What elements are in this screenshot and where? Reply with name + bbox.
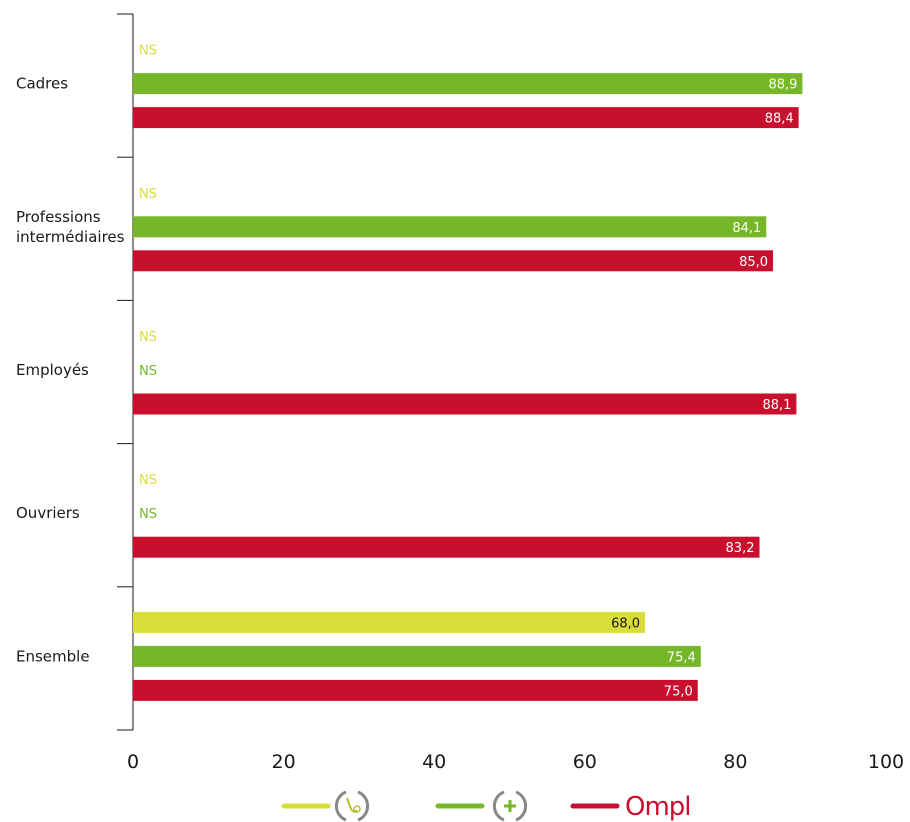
ns-label: NS bbox=[139, 187, 157, 202]
bar-value-label: 85,0 bbox=[739, 255, 768, 270]
ns-label: NS bbox=[139, 473, 157, 488]
ns-label: NS bbox=[139, 507, 157, 522]
bar-value-label: 88,9 bbox=[768, 78, 797, 93]
x-tick-label: 100 bbox=[868, 751, 904, 773]
bar-value-label: 68,0 bbox=[611, 616, 640, 631]
category-label: Ensemble bbox=[16, 647, 90, 665]
bar-value-label: 84,1 bbox=[732, 221, 761, 236]
category-label: Employés bbox=[16, 361, 89, 379]
bar bbox=[133, 394, 796, 415]
x-tick-label: 60 bbox=[573, 751, 597, 773]
bar bbox=[133, 680, 698, 701]
x-tick-label: 80 bbox=[723, 751, 747, 773]
chart-legend: Ompl bbox=[284, 792, 691, 822]
legend-item bbox=[438, 792, 526, 820]
category-labels: Cadres Professions intermédiaires Employés O… bbox=[16, 75, 125, 666]
plus-circle-icon bbox=[494, 792, 525, 820]
chart-axes bbox=[117, 14, 133, 730]
bar-value-label: 88,4 bbox=[765, 112, 794, 127]
legend-item: Ompl bbox=[573, 792, 691, 822]
bar-value-label: 83,2 bbox=[726, 541, 755, 556]
bar bbox=[133, 216, 766, 237]
category-label: Professions intermédiaires bbox=[16, 208, 125, 246]
x-tick-label: 40 bbox=[422, 751, 446, 773]
ompl-logo: Ompl bbox=[625, 792, 691, 822]
x-tick-labels: 0 20 40 60 80 100 bbox=[127, 751, 904, 773]
bar bbox=[133, 537, 759, 558]
bar bbox=[133, 250, 773, 271]
x-tick-label: 0 bbox=[127, 751, 139, 773]
bar-value-label: 75,4 bbox=[667, 650, 696, 665]
bar bbox=[133, 107, 799, 128]
ns-label: NS bbox=[139, 364, 157, 379]
category-label: Cadres bbox=[16, 75, 68, 93]
legend-item bbox=[284, 792, 368, 820]
ns-label: NS bbox=[139, 44, 157, 59]
bar-value-label: 88,1 bbox=[762, 398, 791, 413]
category-label: Ouvriers bbox=[16, 504, 80, 522]
bar bbox=[133, 646, 701, 667]
bar-value-label: 75,0 bbox=[664, 684, 693, 699]
chart-bars: NS NS NS NS 68,0 88,9 84,1 NS NS 75,4 88,4 85,0 88,1… bbox=[133, 44, 802, 701]
x-tick-label: 20 bbox=[272, 751, 296, 773]
stethoscope-circle-icon bbox=[336, 792, 367, 820]
ns-label: NS bbox=[139, 330, 157, 345]
bar bbox=[133, 73, 802, 94]
bar bbox=[133, 612, 645, 633]
